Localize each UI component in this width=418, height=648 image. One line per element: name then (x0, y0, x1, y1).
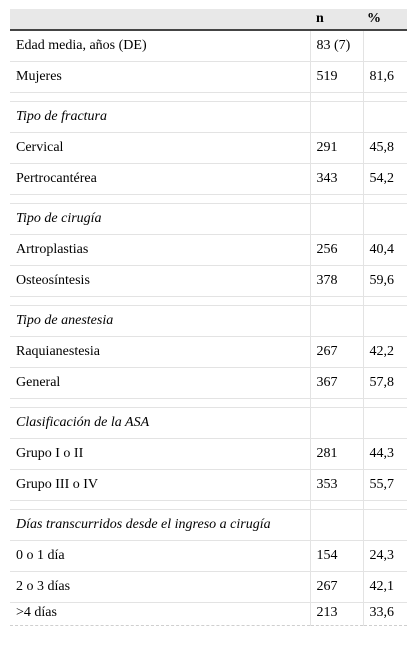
separator-row (10, 398, 407, 408)
section-title: Tipo de cirugía (10, 203, 310, 235)
section-row: Tipo de cirugía (10, 203, 407, 235)
row-label: Edad media, años (DE) (10, 30, 310, 62)
section-row: Días transcurridos desde el ingreso a ci… (10, 509, 407, 541)
row-pct: 54,2 (362, 163, 407, 195)
row-label: Grupo I o II (10, 438, 310, 470)
row-label: Osteosíntesis (10, 265, 310, 297)
row-label: 0 o 1 día (10, 540, 310, 572)
header-label (10, 9, 310, 31)
section-row: Tipo de anestesia (10, 305, 407, 337)
row-label: Cervical (10, 132, 310, 164)
row-n: 83 (7) (309, 30, 363, 62)
row-n: 353 (309, 469, 363, 501)
row-n: 367 (309, 367, 363, 399)
section-row: Tipo de fractura (10, 101, 407, 133)
row-n: 378 (309, 265, 363, 297)
row-pct (362, 30, 407, 62)
table-row: >4 días 213 33,6 (10, 602, 407, 626)
row-n: 267 (309, 336, 363, 368)
row-n: 256 (309, 234, 363, 266)
row-pct: 42,1 (362, 571, 407, 603)
data-table: n % Edad media, años (DE) 83 (7) Mujeres… (10, 9, 407, 626)
table-row: Osteosíntesis 378 59,6 (10, 265, 407, 297)
row-n: 281 (309, 438, 363, 470)
table-row: Artroplastias 256 40,4 (10, 234, 407, 266)
header-pct: % (363, 9, 407, 31)
table-row: General 367 57,8 (10, 367, 407, 399)
row-pct: 42,2 (362, 336, 407, 368)
section-title: Tipo de anestesia (10, 305, 310, 337)
section-title: Clasificación de la ASA (10, 407, 310, 439)
section-title: Tipo de fractura (10, 101, 310, 133)
table-row: Raquianestesia 267 42,2 (10, 336, 407, 368)
table-row: Cervical 291 45,8 (10, 132, 407, 164)
section-row: Clasificación de la ASA (10, 407, 407, 439)
row-label: Artroplastias (10, 234, 310, 266)
row-n: 291 (309, 132, 363, 164)
separator-row (10, 92, 407, 102)
row-label: 2 o 3 días (10, 571, 310, 603)
row-pct: 24,3 (362, 540, 407, 572)
row-label: Pertrocantérea (10, 163, 310, 195)
header-n: n (310, 9, 363, 31)
table-row: Grupo III o IV 353 55,7 (10, 469, 407, 501)
table-row: Edad media, años (DE) 83 (7) (10, 30, 407, 62)
row-pct: 81,6 (362, 61, 407, 93)
table-row: Pertrocantérea 343 54,2 (10, 163, 407, 195)
row-label: General (10, 367, 310, 399)
table-row: Mujeres 519 81,6 (10, 61, 407, 93)
separator-row (10, 500, 407, 510)
row-pct: 45,8 (362, 132, 407, 164)
row-pct: 44,3 (362, 438, 407, 470)
row-n: 343 (309, 163, 363, 195)
table-row: 2 o 3 días 267 42,1 (10, 571, 407, 603)
table-row: 0 o 1 día 154 24,3 (10, 540, 407, 572)
row-label: Grupo III o IV (10, 469, 310, 501)
row-pct: 55,7 (362, 469, 407, 501)
separator-row (10, 296, 407, 306)
separator-row (10, 194, 407, 204)
row-n: 519 (309, 61, 363, 93)
row-pct: 40,4 (362, 234, 407, 266)
row-n: 267 (309, 571, 363, 603)
row-label: Raquianestesia (10, 336, 310, 368)
row-label: >4 días (10, 602, 310, 626)
row-n: 154 (309, 540, 363, 572)
section-title: Días transcurridos desde el ingreso a ci… (10, 509, 310, 541)
row-pct: 57,8 (362, 367, 407, 399)
row-pct: 33,6 (362, 602, 407, 626)
table-row: Grupo I o II 281 44,3 (10, 438, 407, 470)
row-pct: 59,6 (362, 265, 407, 297)
row-label: Mujeres (10, 61, 310, 93)
row-n: 213 (309, 602, 363, 626)
header-row: n % (10, 9, 407, 31)
